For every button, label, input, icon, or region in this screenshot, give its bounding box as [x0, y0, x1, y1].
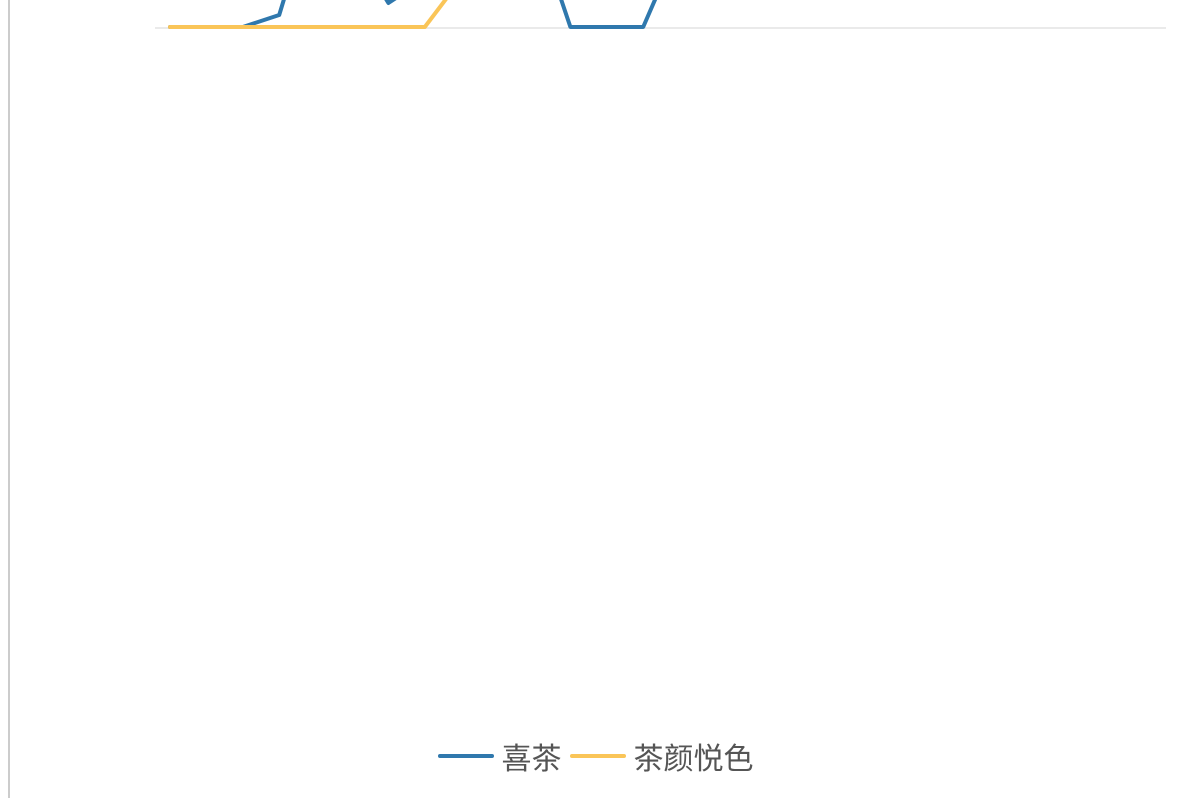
legend-swatch-series-0 — [437, 754, 494, 758]
data-point-s1-4[interactable] — [314, 25, 318, 29]
legend-item-series-0[interactable]: 喜茶 — [437, 734, 562, 778]
data-point-s1-1[interactable] — [204, 25, 208, 29]
series-line-0[interactable] — [168, 0, 716, 29]
data-point-s0-11[interactable] — [568, 25, 572, 29]
data-point-s1-3[interactable] — [277, 25, 281, 29]
chart-axes — [8, 0, 1166, 798]
legend-item-series-1[interactable]: 茶颜悦色 — [569, 734, 754, 778]
legend-label-series-0: 喜茶 — [501, 742, 562, 777]
data-point-s1-2[interactable] — [241, 25, 245, 29]
legend: 喜茶 茶颜悦色 — [0, 734, 1191, 778]
data-point-s0-3[interactable] — [277, 13, 281, 17]
legend-swatch-series-1 — [569, 754, 626, 758]
series-line-1[interactable] — [168, 0, 716, 29]
data-point-s1-0[interactable] — [168, 25, 172, 29]
legend-label-series-1: 茶颜悦色 — [633, 742, 754, 777]
data-point-s1-5[interactable] — [350, 25, 354, 29]
data-point-s1-6[interactable] — [386, 25, 390, 29]
data-point-s1-7[interactable] — [423, 25, 427, 29]
series-layer — [168, 0, 716, 29]
data-point-s0-6[interactable] — [386, 1, 390, 5]
data-point-s0-12[interactable] — [605, 25, 609, 29]
data-point-s0-13[interactable] — [641, 25, 645, 29]
